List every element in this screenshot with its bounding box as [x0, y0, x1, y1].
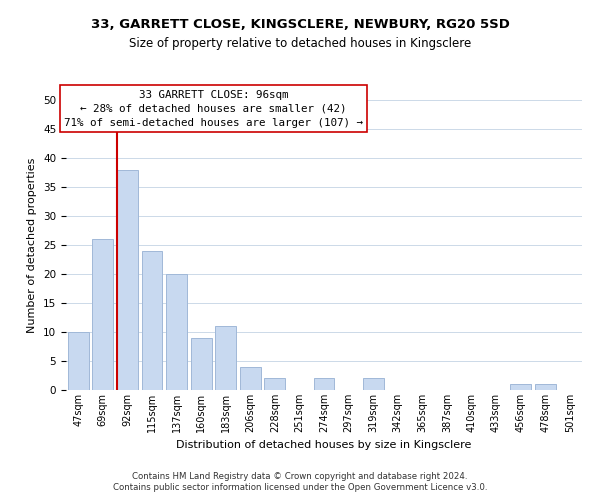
- Bar: [535, 384, 556, 390]
- X-axis label: Distribution of detached houses by size in Kingsclere: Distribution of detached houses by size …: [176, 440, 472, 450]
- Bar: [92, 239, 113, 390]
- Bar: [314, 378, 334, 390]
- Bar: [265, 378, 286, 390]
- Bar: [142, 251, 163, 390]
- Text: 33, GARRETT CLOSE, KINGSCLERE, NEWBURY, RG20 5SD: 33, GARRETT CLOSE, KINGSCLERE, NEWBURY, …: [91, 18, 509, 30]
- Text: 33 GARRETT CLOSE: 96sqm
← 28% of detached houses are smaller (42)
71% of semi-de: 33 GARRETT CLOSE: 96sqm ← 28% of detache…: [64, 90, 363, 128]
- Bar: [68, 332, 89, 390]
- Y-axis label: Number of detached properties: Number of detached properties: [28, 158, 37, 332]
- Bar: [362, 378, 383, 390]
- Bar: [191, 338, 212, 390]
- Bar: [215, 326, 236, 390]
- Bar: [510, 384, 531, 390]
- Bar: [166, 274, 187, 390]
- Bar: [117, 170, 138, 390]
- Bar: [240, 367, 261, 390]
- Text: Contains public sector information licensed under the Open Government Licence v3: Contains public sector information licen…: [113, 484, 487, 492]
- Text: Size of property relative to detached houses in Kingsclere: Size of property relative to detached ho…: [129, 38, 471, 51]
- Text: Contains HM Land Registry data © Crown copyright and database right 2024.: Contains HM Land Registry data © Crown c…: [132, 472, 468, 481]
